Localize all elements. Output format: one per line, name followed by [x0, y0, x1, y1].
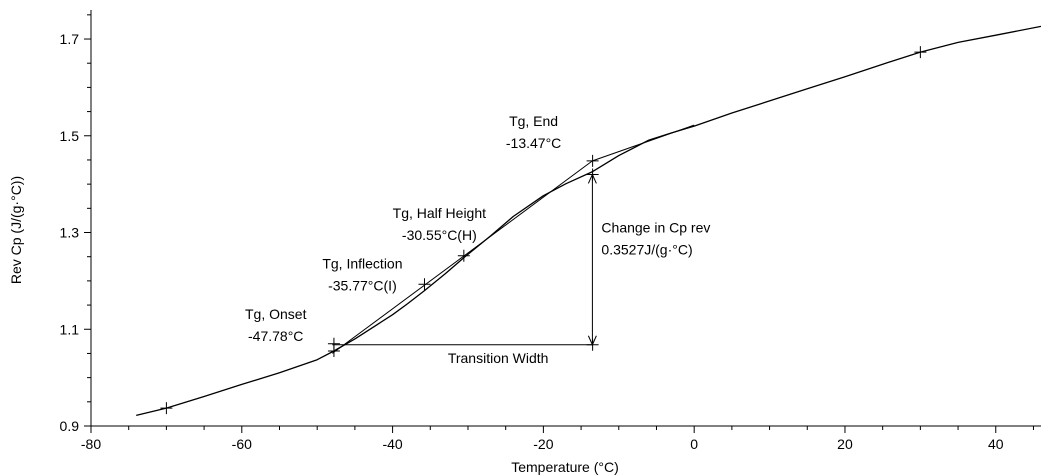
series-lines [136, 25, 1041, 417]
point-markers [160, 46, 927, 415]
annotation-line: -35.77°C(I) [328, 277, 397, 293]
x-axis-title: Temperature (°C) [511, 459, 619, 475]
annotation-line: Tg, End [509, 113, 558, 129]
axes: -80 -60 -40 -20 0 20 40 0.9 1.1 1.3 1.5 1.7 [60, 10, 1041, 452]
x-tick-label: 40 [988, 436, 1004, 452]
annotation-line: -30.55°C(H) [402, 227, 477, 243]
annotation-onset: Tg, Onset -47.78°C [245, 306, 307, 344]
annotation-line: Tg, Inflection [322, 255, 402, 271]
annotation-change-cp: Change in Cp rev 0.3527J/(g·°C) [601, 220, 710, 258]
x-tick-label: -20 [533, 436, 553, 452]
annotation-line: -47.78°C [248, 328, 303, 344]
cross-marker [160, 402, 173, 415]
x-tick-label: -60 [232, 436, 252, 452]
y-tick-label: 1.1 [60, 321, 80, 337]
annotation-line: Tg, Half Height [393, 205, 486, 221]
y-axis-title: Rev Cp (J/(g·°C)) [8, 176, 24, 284]
annotation-line: Transition Width [448, 350, 549, 366]
annotation-line: -13.47°C [506, 135, 561, 151]
cross-marker [457, 249, 470, 262]
cross-marker [586, 154, 599, 167]
y-tick-label: 1.7 [60, 31, 80, 47]
cross-marker [327, 345, 340, 358]
annotation-end: Tg, End -13.47°C [506, 113, 561, 151]
annotation-line: 0.3527J/(g·°C) [601, 242, 692, 258]
annotation-inflection: Tg, Inflection -35.77°C(I) [322, 255, 402, 293]
y-tick-label: 1.5 [60, 128, 80, 144]
annotation-half-height: Tg, Half Height -30.55°C(H) [393, 205, 486, 243]
annotation-line: Change in Cp rev [601, 220, 710, 236]
annotations: Tg, Onset -47.78°C Tg, Inflection -35.77°C(… [245, 113, 710, 366]
x-tick-label: 20 [837, 436, 853, 452]
cross-marker [914, 46, 927, 59]
y-tick-label: 0.9 [60, 418, 80, 434]
y-tick-label: 1.3 [60, 225, 80, 241]
cross-marker [586, 338, 599, 351]
cross-marker [586, 168, 599, 181]
annotation-line: Tg, Onset [245, 306, 307, 322]
x-tick-label: -40 [382, 436, 402, 452]
x-tick-label: 0 [690, 436, 698, 452]
cross-marker [418, 278, 431, 291]
annotation-width: Transition Width [448, 350, 549, 366]
x-tick-label: -80 [81, 436, 101, 452]
series-line [136, 25, 1041, 417]
